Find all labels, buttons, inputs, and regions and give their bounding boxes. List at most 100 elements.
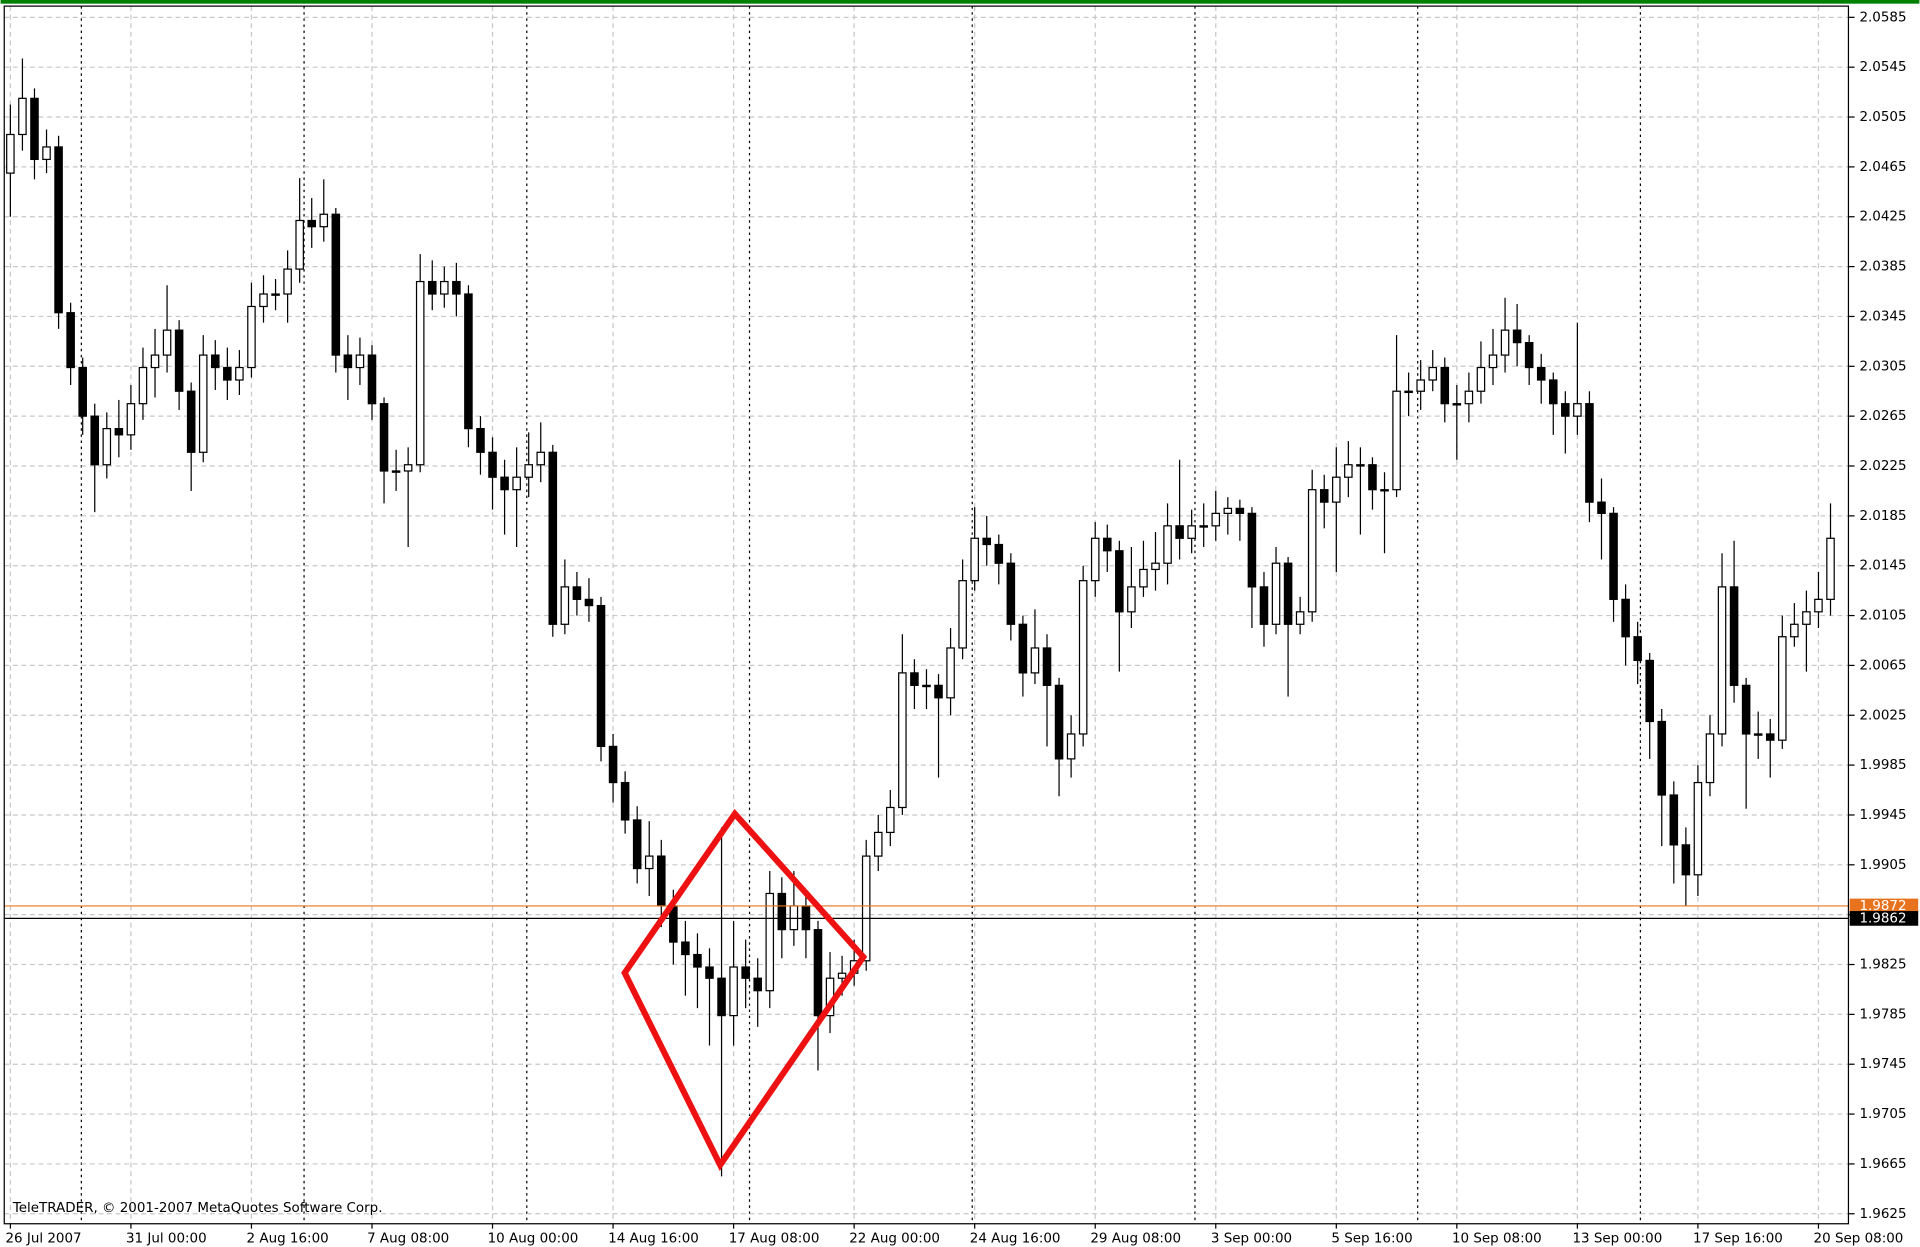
candle-body (1512, 329, 1522, 344)
candle-body (235, 366, 244, 381)
x-tick-label: 3 Sep 00:00 (1211, 1231, 1292, 1246)
y-tick-label: 1.9905 (1859, 858, 1906, 873)
candle-body (1705, 733, 1715, 784)
candle-body (1380, 489, 1389, 492)
candle-body (1283, 562, 1293, 625)
x-tick-label: 10 Aug 00:00 (488, 1231, 579, 1246)
candle-body (126, 403, 136, 436)
candle-body (982, 537, 992, 546)
candle-body (1271, 562, 1281, 625)
candle-body (1115, 550, 1124, 613)
y-tick-label: 2.0545 (1859, 60, 1906, 75)
candle-body (1066, 733, 1076, 760)
candle-body (355, 354, 365, 369)
candle-body (837, 972, 847, 979)
y-tick-label: 1.9625 (1859, 1207, 1906, 1222)
x-tick-label: 13 Sep 00:00 (1572, 1231, 1662, 1246)
candle-body (1127, 586, 1136, 613)
candle-body (898, 672, 907, 809)
candle-body (789, 905, 799, 931)
candle-body (946, 647, 955, 699)
x-tick-label: 31 Jul 00:00 (126, 1231, 207, 1246)
candle-body (1211, 512, 1221, 527)
candle-body (1175, 525, 1184, 539)
y-tick-label: 2.0145 (1859, 559, 1906, 574)
candle-body (693, 953, 702, 968)
candle-body (1693, 781, 1703, 876)
candle-body (150, 354, 160, 369)
y-tick-label: 2.0065 (1859, 658, 1906, 673)
y-tick-label: 1.9985 (1859, 758, 1906, 773)
candle-body (1259, 586, 1269, 625)
x-tick-label: 24 Aug 16:00 (970, 1231, 1061, 1246)
x-tick-label: 10 Sep 08:00 (1452, 1231, 1542, 1246)
price-label: 1.9862 (1859, 911, 1906, 926)
axes: 1.9625 1.9665 1.9705 1.9745 1.9785 1.9825 1.98… (5, 10, 1919, 1246)
candle-body (1428, 366, 1438, 381)
candle-body (572, 586, 582, 600)
candle-body (1826, 537, 1835, 600)
candle-body (1319, 489, 1329, 503)
price-label-box (1849, 911, 1919, 926)
candle-body (644, 855, 654, 870)
candle-body (1440, 366, 1450, 405)
candle-body (1368, 464, 1377, 491)
candle-body (632, 819, 642, 870)
candle-body (1187, 525, 1196, 539)
candle-body (1778, 636, 1787, 741)
candle-body (741, 966, 750, 979)
candle-body (765, 892, 775, 992)
candle-body (18, 97, 27, 136)
candle-body (1765, 733, 1775, 741)
candle-body (524, 464, 533, 478)
candle-body (331, 213, 341, 356)
candle-body (464, 293, 473, 430)
x-tick-label: 22 Aug 00:00 (849, 1231, 940, 1246)
candle-body (1163, 525, 1172, 564)
candle-body (403, 464, 413, 472)
grid (4, 6, 1849, 1224)
candle-body (1753, 733, 1763, 736)
candle-body (1609, 512, 1618, 600)
y-tick-label: 1.9945 (1859, 808, 1906, 823)
candle-body (114, 428, 124, 436)
x-tick-label: 2 Aug 16:00 (247, 1231, 329, 1246)
candle-body (1814, 598, 1823, 613)
candle-body (1669, 794, 1679, 846)
y-tick-label: 2.0425 (1859, 210, 1906, 225)
candle-body (801, 905, 811, 931)
candle-body (1645, 659, 1654, 723)
y-tick-label: 2.0225 (1859, 459, 1906, 474)
x-tick-label: 7 Aug 08:00 (367, 1231, 449, 1246)
candle-body (970, 537, 979, 582)
x-tick-label: 17 Aug 08:00 (729, 1231, 820, 1246)
candle-body (247, 305, 256, 369)
candle-body (54, 146, 63, 314)
candle-body (283, 268, 292, 295)
candle-body (90, 415, 100, 466)
x-tick-label: 20 Sep 08:00 (1814, 1231, 1904, 1246)
candle-body (1392, 390, 1401, 491)
candle-body (295, 219, 304, 270)
candle-body (211, 354, 220, 369)
candle-body (1223, 507, 1233, 514)
candle-body (476, 428, 485, 453)
candle-body (1235, 507, 1245, 514)
candle-body (138, 366, 148, 405)
candle-body (223, 366, 232, 381)
candle-body (584, 598, 594, 607)
y-tick-label: 2.0305 (1859, 359, 1906, 374)
y-tick-label: 2.0185 (1859, 509, 1906, 524)
candle-body (452, 280, 461, 295)
candle-body (1054, 684, 1064, 760)
candle-body (1102, 537, 1112, 552)
y-tick-label: 1.9745 (1859, 1057, 1906, 1072)
candle-body (1307, 489, 1317, 613)
candle-body (1597, 501, 1606, 514)
y-tick-label: 1.9705 (1859, 1107, 1906, 1122)
candle-body (1681, 844, 1691, 876)
candle-body (1295, 611, 1305, 625)
candle-body (427, 280, 437, 295)
candle-body (1006, 562, 1016, 625)
top-bar (0, 0, 1920, 4)
